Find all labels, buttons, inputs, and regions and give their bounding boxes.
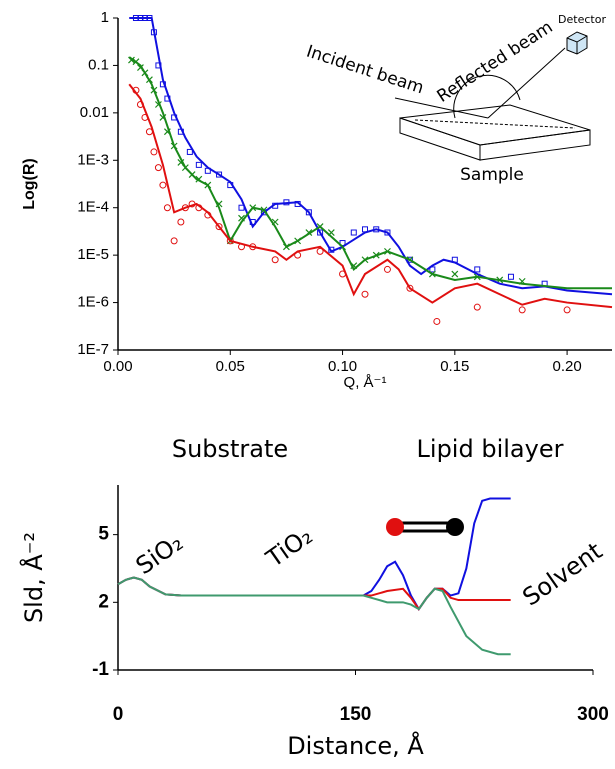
x-tick-label: 150 — [340, 704, 372, 725]
data-point — [383, 265, 391, 273]
annotation: Lipid bilayer — [417, 435, 564, 463]
y-tick-label: 1E-3 — [77, 151, 109, 168]
fit-line — [117, 576, 511, 656]
setup-inset — [394, 31, 591, 161]
lipid-head — [386, 518, 404, 536]
annotation: TiO₂ — [260, 522, 317, 574]
data-point — [195, 161, 202, 168]
data-point — [216, 171, 223, 178]
data-point — [518, 306, 526, 314]
y-axis-label: Log(R) — [21, 158, 38, 210]
y-tick-label: 2 — [98, 591, 109, 612]
data-point — [507, 273, 514, 280]
annotation: Sample — [460, 165, 524, 185]
data-point — [177, 218, 185, 226]
x-axis-label: Distance, Å — [287, 731, 424, 760]
lipid-end — [446, 518, 464, 536]
x-tick-label: 0.10 — [328, 358, 357, 375]
annotation: Reflected beam — [434, 17, 557, 107]
annotation: Substrate — [172, 435, 288, 463]
x-axis-label: Q, Å⁻¹ — [344, 374, 387, 391]
x-tick-label: 0 — [113, 704, 124, 725]
sample-side — [479, 129, 591, 161]
data-point — [150, 148, 158, 156]
data-point — [316, 247, 324, 255]
data-point — [451, 270, 459, 278]
angle-arc — [453, 74, 521, 119]
data-point — [350, 229, 357, 236]
data-point — [317, 229, 324, 236]
data-point — [163, 204, 171, 212]
x-tick-label: 0.05 — [216, 358, 245, 375]
data-point — [429, 266, 436, 273]
x-tick-label: 0.00 — [103, 358, 132, 375]
fit-line — [128, 83, 613, 309]
lipid-icon — [386, 518, 464, 536]
fit-line — [129, 17, 613, 296]
y-tick-label: 1E-7 — [77, 341, 109, 358]
y-tick-label: 0.1 — [88, 56, 109, 73]
annotation: SiO₂ — [131, 528, 188, 580]
y-axis-label: Sld, Å⁻² — [19, 532, 48, 623]
incident-ray — [394, 97, 489, 119]
y-tick-label: -1 — [92, 659, 109, 680]
data-point — [305, 209, 312, 216]
chart: 1 0.1 0.01 1E-3 1E-4 1E-5 1E-6 1E-70.00 0.05 0.10… — [21, 9, 613, 391]
annotation: Detector — [558, 13, 606, 26]
y-tick-label: 1E-6 — [77, 294, 109, 311]
y-tick-label: 1 — [101, 9, 109, 26]
annotation: Incident beam — [304, 42, 426, 99]
chart: -1 2 5 0 150 300 Sld, Å⁻² Distance, Å Substrate L… — [19, 435, 609, 760]
surface-line — [414, 119, 576, 129]
data-point — [159, 181, 167, 189]
data-point — [406, 284, 414, 292]
annotation: Solvent — [517, 537, 607, 612]
y-tick-label: 1E-5 — [77, 246, 109, 263]
data-point — [170, 237, 178, 245]
fit-line — [117, 576, 511, 611]
data-point — [154, 164, 162, 172]
data-point — [433, 317, 441, 325]
x-tick-label: 0.20 — [552, 358, 581, 375]
x-tick-label: 0.15 — [440, 358, 469, 375]
fit-line — [128, 56, 612, 290]
y-tick-label: 0.01 — [80, 104, 109, 121]
data-point — [361, 290, 369, 298]
reflected-ray — [487, 47, 566, 119]
data-point — [473, 303, 481, 311]
data-point — [563, 306, 571, 314]
x-tick-label: 300 — [577, 704, 609, 725]
data-point — [186, 148, 193, 155]
y-tick-label: 1E-4 — [77, 199, 109, 216]
data-point — [271, 256, 279, 264]
y-tick-label: 5 — [98, 524, 109, 545]
data-point — [215, 223, 223, 231]
data-point — [474, 266, 481, 273]
